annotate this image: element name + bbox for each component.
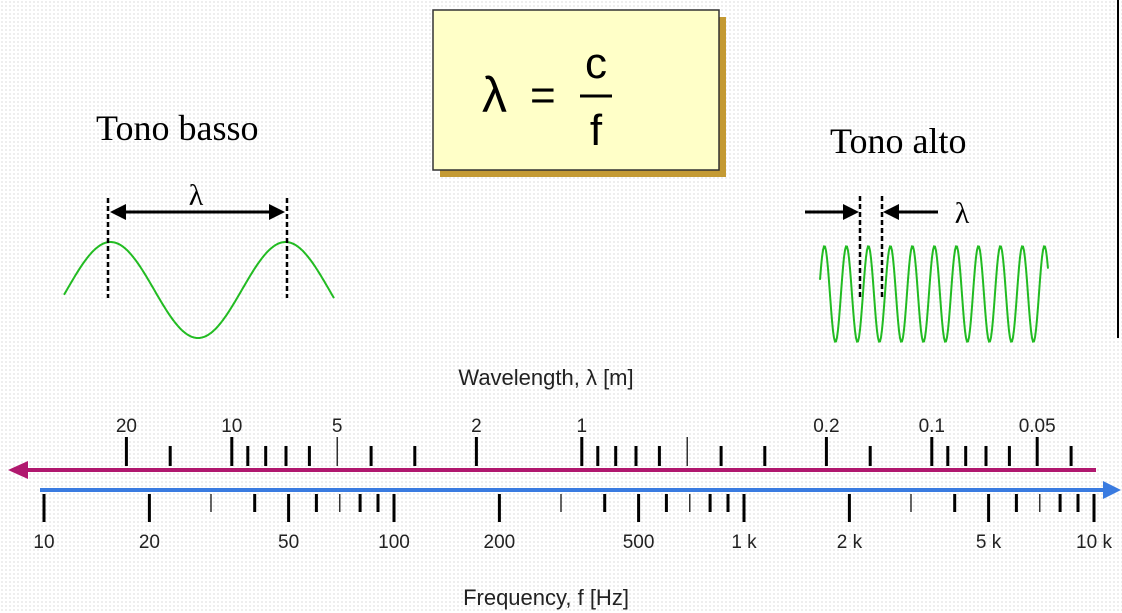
wavelength-axis: Wavelength, λ [m] 20 10 5 2 1 0.2 0.1 0.05 (8, 365, 1096, 479)
frequency-tick-label-1: 20 (139, 532, 160, 553)
frequency-tick-label-0: 10 (33, 532, 54, 553)
wavelength-ticks (124, 437, 1073, 466)
wavelength-tick-label-3: 2 (471, 416, 482, 437)
formula-box: λ = c f (432, 9, 726, 177)
high-tone-lambda: λ (955, 197, 970, 230)
low-tone-arrowhead-right (269, 204, 285, 220)
frequency-axis-title: Frequency, f [Hz] (463, 585, 629, 610)
wavelength-tick-label-7: 0.05 (1019, 416, 1056, 437)
frequency-tick-label-5: 500 (623, 532, 655, 553)
wavelength-axis-title: Wavelength, λ [m] (458, 365, 633, 390)
high-tone-arrowhead-right (883, 204, 899, 220)
frequency-tick-label-8: 5 k (976, 532, 1002, 553)
frequency-tick-label-4: 200 (484, 532, 516, 553)
frequency-ticks (42, 494, 1096, 522)
wavelength-tick-label-1: 10 (221, 416, 242, 437)
frequency-tick-labels: 10 20 50 100 200 500 1 k 2 k 5 k 10 k (33, 532, 1112, 553)
frequency-axis: 10 20 50 100 200 500 1 k 2 k 5 k 10 k Frequency, … (33, 481, 1121, 610)
formula-denominator: f (590, 106, 603, 155)
wavelength-tick-label-2: 5 (332, 416, 343, 437)
formula-box-frame (432, 9, 720, 171)
low-tone-arrowhead-left (110, 204, 126, 220)
high-tone-title: Tono alto (830, 121, 966, 161)
frequency-arrowhead (1103, 481, 1121, 499)
formula-equals: = (530, 71, 556, 120)
wavelength-tick-label-0: 20 (116, 416, 137, 437)
low-tone-title: Tono basso (96, 108, 258, 148)
formula-lambda: λ (482, 67, 507, 123)
wavelength-tick-labels: 20 10 5 2 1 0.2 0.1 0.05 (116, 416, 1056, 437)
frequency-tick-label-6: 1 k (731, 532, 757, 553)
frequency-tick-label-2: 50 (278, 532, 299, 553)
frequency-tick-label-3: 100 (378, 532, 410, 553)
frequency-tick-label-7: 2 k (837, 532, 863, 553)
formula-numerator: c (585, 39, 607, 88)
high-tone-panel: Tono alto λ (805, 121, 1049, 343)
high-tone-arrowhead-left (843, 204, 859, 220)
high-tone-sine-wave (819, 245, 1049, 343)
low-tone-panel: Tono basso λ (63, 108, 335, 339)
low-tone-sine-wave (63, 241, 335, 339)
wavelength-arrowhead (8, 461, 28, 479)
wavelength-tick-label-5: 0.2 (813, 416, 839, 437)
frequency-tick-label-9: 10 k (1076, 532, 1112, 553)
wavelength-tick-label-4: 1 (577, 416, 588, 437)
low-tone-lambda: λ (189, 179, 204, 212)
wavelength-tick-label-6: 0.1 (919, 416, 945, 437)
